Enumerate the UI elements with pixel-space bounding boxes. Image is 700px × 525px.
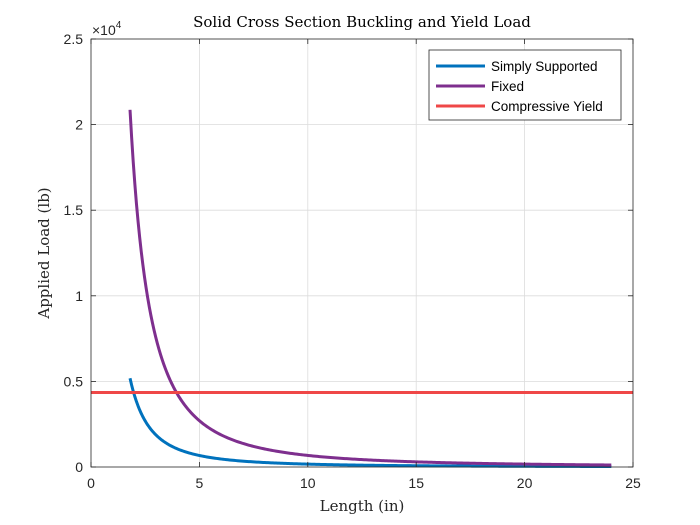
x-tick-label: 20	[517, 475, 533, 491]
y-axis-exponent: ×104	[92, 20, 122, 38]
legend-label: Compressive Yield	[491, 99, 603, 114]
legend: Simply Supported Fixed Compressive Yield	[428, 49, 622, 121]
series-group	[91, 109, 633, 468]
series-line-fixed	[128, 109, 612, 467]
y-tick-label: 0	[75, 459, 83, 475]
ticks: 0 5 10 15 20 25 0 0.5 1 1.5 2 2.5	[64, 31, 641, 491]
x-tick-label: 0	[87, 475, 95, 491]
y-tick-label: 1	[75, 288, 83, 304]
x-axis-label: Length (in)	[320, 497, 405, 515]
y-tick-label: 2.5	[64, 31, 84, 47]
legend-label: Fixed	[491, 79, 524, 94]
y-tick-label: 2	[75, 117, 83, 133]
legend-label: Simply Supported	[491, 59, 598, 74]
x-tick-label: 10	[300, 475, 316, 491]
series-line-simply-supported	[128, 377, 612, 468]
x-tick-label: 15	[408, 475, 424, 491]
y-tick-label: 0.5	[64, 373, 84, 389]
x-tick-label: 5	[196, 475, 204, 491]
y-tick-label: 1.5	[64, 202, 84, 218]
x-tick-label: 25	[625, 475, 641, 491]
y-axis-exponent-base: ×10	[92, 22, 116, 38]
y-axis-label: Applied Load (lb)	[35, 187, 53, 319]
grid	[91, 39, 633, 467]
plot-frame	[90, 38, 634, 468]
y-axis-exponent-power: 4	[116, 20, 122, 31]
chart-title: Solid Cross Section Buckling and Yield L…	[193, 13, 531, 31]
